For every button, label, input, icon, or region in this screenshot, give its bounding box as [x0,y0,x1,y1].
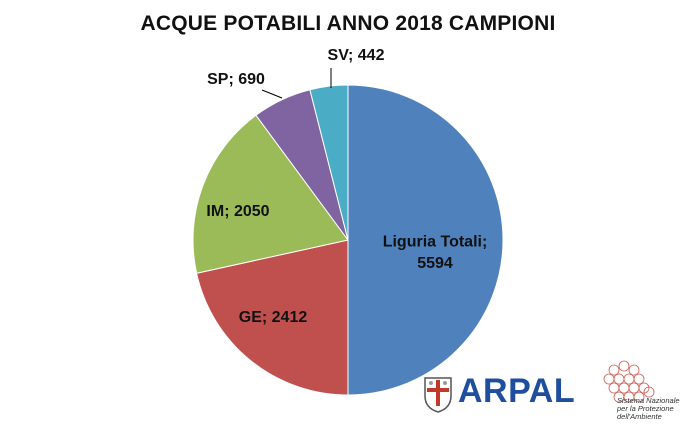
liguria-shield-icon [424,377,452,413]
slice-label-sp: SP; 690 [207,71,265,88]
leader-lines [261,68,332,99]
slice-label-im: IM; 2050 [206,203,269,220]
arpal-logo-text: ARPAL [458,372,576,410]
snpa-line-1: Sistema Nazionale [617,396,680,405]
pie-slice-ge [196,239,349,396]
snpa-logo-text: Sistema Nazionale per la Protezione dell… [617,397,693,421]
snpa-line-2: per la Protezione [617,404,674,413]
snpa-line-3: dell'Ambiente [617,412,662,421]
hexagon-network-icon [603,360,655,403]
chart-title: ACQUE POTABILI ANNO 2018 CAMPIONI [140,12,556,35]
pie-slice-liguria-totali [347,84,504,396]
slice-label-liguria-totali: Liguria Totali; 5594 [383,233,488,272]
slice-labels: Liguria Totali; 5594 GE; 2412 IM; 2050 SP; 6… [206,47,487,326]
leader-line-sp [261,89,283,99]
slice-label-ge: GE; 2412 [239,309,308,326]
pie-slice-im [192,114,349,274]
slice-label-sv: SV; 442 [328,47,385,64]
pie-slice-sv [309,84,349,241]
pie-slices [192,84,504,396]
